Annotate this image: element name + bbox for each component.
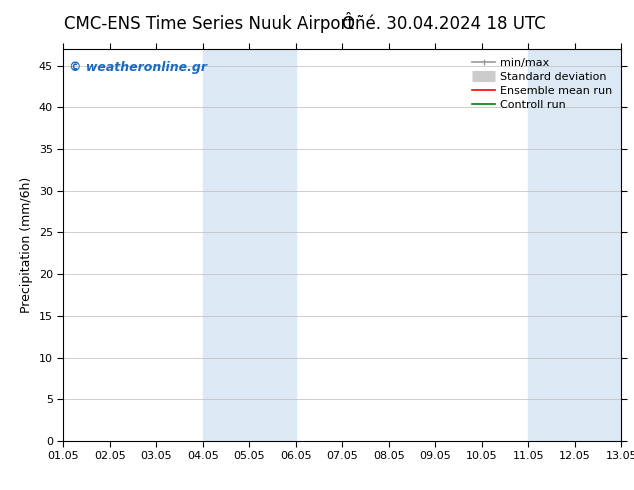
Bar (203, 49, 296, 441)
Text: Ôñé. 30.04.2024 18 UTC: Ôñé. 30.04.2024 18 UTC (342, 15, 546, 33)
Text: © weatheronline.gr: © weatheronline.gr (69, 61, 207, 74)
Bar (528, 49, 621, 441)
Legend: min/max, Standard deviation, Ensemble mean run, Controll run: min/max, Standard deviation, Ensemble me… (469, 54, 616, 113)
Text: CMC-ENS Time Series Nuuk Airport: CMC-ENS Time Series Nuuk Airport (64, 15, 354, 33)
Y-axis label: Precipitation (mm/6h): Precipitation (mm/6h) (20, 177, 34, 313)
